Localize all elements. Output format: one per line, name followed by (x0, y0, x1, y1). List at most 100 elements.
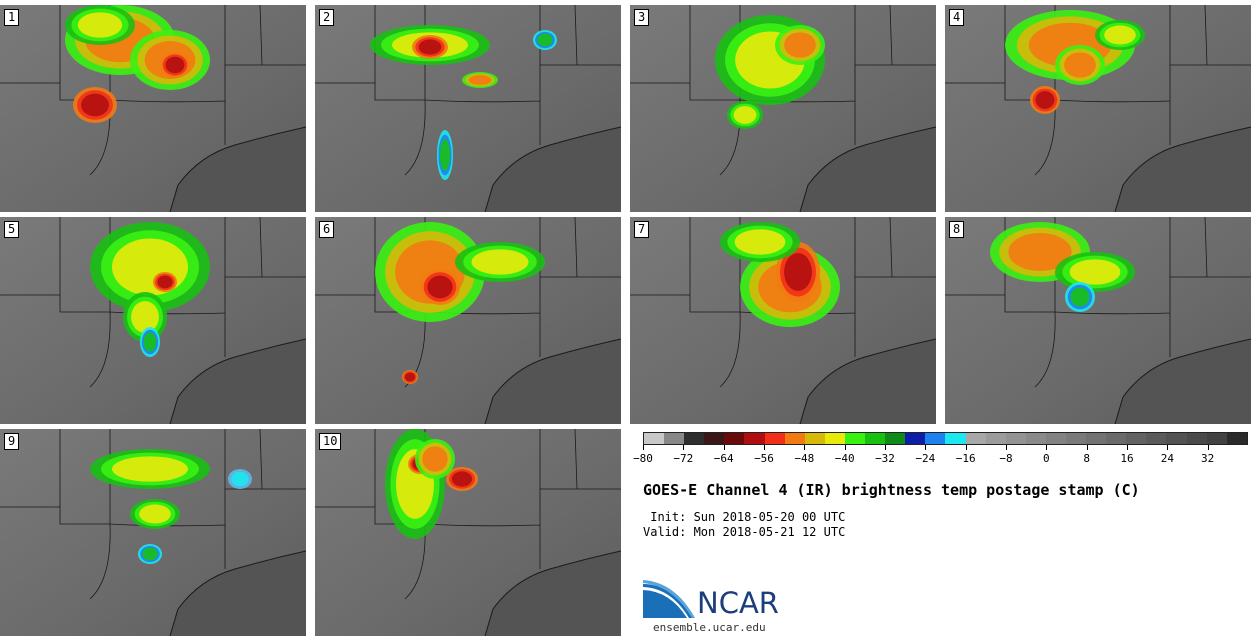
gulf-water (800, 127, 936, 212)
panel-member-label: 4 (949, 9, 965, 26)
colorbar-swatch (925, 433, 946, 444)
colorbar-swatch (945, 433, 966, 444)
colorbar-swatch (1166, 433, 1187, 444)
panel-member-label: 1 (4, 9, 20, 26)
init-time: Init: Sun 2018-05-20 00 UTC (643, 510, 846, 524)
website-url: ensemble.ucar.edu (653, 621, 766, 634)
colorbar-swatch (744, 433, 765, 444)
cloud-region (139, 504, 171, 524)
colorbar (643, 432, 1248, 445)
colorbar-tick-label: −16 (955, 452, 976, 465)
panel-member-label: 7 (634, 221, 650, 238)
state-borders (315, 217, 621, 388)
colorbar-tick-label: −56 (754, 452, 774, 465)
state-borders (0, 5, 306, 176)
cloud-region (1008, 233, 1072, 271)
colorbar-tick-label: −24 (915, 452, 936, 465)
coastline (484, 550, 621, 636)
panel-map (630, 217, 936, 424)
cloud-region (404, 372, 416, 382)
colorbar-tick-label: 24 (1160, 452, 1174, 465)
colorbar-swatch (985, 433, 1006, 444)
cloud-region (784, 253, 812, 291)
cloud-region (165, 56, 185, 74)
colorbar-swatch (704, 433, 725, 444)
figure-title: GOES-E Channel 4 (IR) brightness temp po… (643, 481, 1140, 499)
state-borders (315, 429, 621, 600)
gulf-water (1115, 339, 1251, 424)
gulf-water (170, 127, 306, 212)
gulf-water (485, 339, 621, 424)
colorbar-tick (1207, 445, 1209, 450)
colorbar-swatch (1025, 433, 1046, 444)
postage-stamp-panel: 5 (0, 217, 306, 424)
colorbar-swatch (865, 433, 886, 444)
colorbar-swatch (1045, 433, 1066, 444)
colorbar-tick (1086, 445, 1088, 450)
colorbar-swatch (1206, 433, 1227, 444)
panel-map (315, 429, 621, 636)
panel-map (315, 217, 621, 424)
cloud-region (1035, 91, 1055, 109)
cloud-region (427, 275, 453, 299)
colorbar-swatch (724, 433, 745, 444)
cloud-region (1104, 25, 1136, 45)
postage-stamp-panel: 6 (315, 217, 621, 424)
colorbar-swatch (1226, 433, 1247, 444)
coastline (1114, 126, 1251, 212)
colorbar-swatch (885, 433, 906, 444)
colorbar-tick (925, 445, 927, 450)
cloud-region (143, 332, 157, 352)
state-borders (945, 5, 1251, 176)
postage-stamp-panel: 3 (630, 5, 936, 212)
colorbar-tick (723, 445, 725, 450)
postage-stamp-panel: 7 (630, 217, 936, 424)
colorbar-swatch (664, 433, 685, 444)
colorbar-swatch (764, 433, 785, 444)
state-borders (630, 5, 936, 176)
colorbar-tick-label: −32 (875, 452, 895, 465)
colorbar-swatch (1086, 433, 1107, 444)
cloud-region (112, 456, 188, 482)
colorbar-swatch (1065, 433, 1087, 444)
cloud-region (1069, 259, 1121, 285)
gulf-water (485, 127, 621, 212)
cloud-region (1070, 287, 1090, 307)
panel-member-label: 6 (319, 221, 335, 238)
coastline (484, 338, 621, 424)
cloud-region (1064, 52, 1096, 78)
colorbar-tick (844, 445, 846, 450)
cloud-region (418, 39, 442, 55)
colorbar-tick (764, 445, 765, 450)
panel-member-label: 5 (4, 221, 20, 238)
colorbar-tick-label: 0 (1043, 452, 1050, 465)
panel-member-label: 3 (634, 9, 650, 26)
coastline (484, 126, 621, 212)
gulf-water (800, 339, 936, 424)
cloud-region (157, 275, 173, 289)
cloud-region (451, 471, 473, 487)
colorbar-tick (1167, 445, 1169, 450)
panel-map (0, 429, 306, 636)
postage-stamp-panel: 9 (0, 429, 306, 636)
gulf-water (170, 551, 306, 636)
colorbar-swatch (1186, 433, 1207, 444)
cloud-region (468, 74, 492, 86)
gulf-water (170, 339, 306, 424)
cloud-region (422, 446, 448, 472)
ncar-logo-text: NCAR (697, 586, 779, 620)
cloud-region (77, 12, 123, 38)
postage-stamp-panel: 10 (315, 429, 621, 636)
gulf-water (1115, 127, 1251, 212)
colorbar-tick-label: −8 (999, 452, 1013, 465)
colorbar-swatch (684, 433, 705, 444)
cloud-region (734, 229, 786, 255)
colorbar-swatch (1106, 433, 1127, 444)
panel-map (0, 217, 306, 424)
colorbar-tick (1006, 445, 1007, 450)
cloud-region (537, 33, 553, 47)
colorbar-tick-label: −72 (673, 452, 694, 465)
colorbar-tick-label: 8 (1083, 452, 1090, 465)
cloud-region (112, 238, 188, 296)
panel-map (0, 5, 306, 212)
